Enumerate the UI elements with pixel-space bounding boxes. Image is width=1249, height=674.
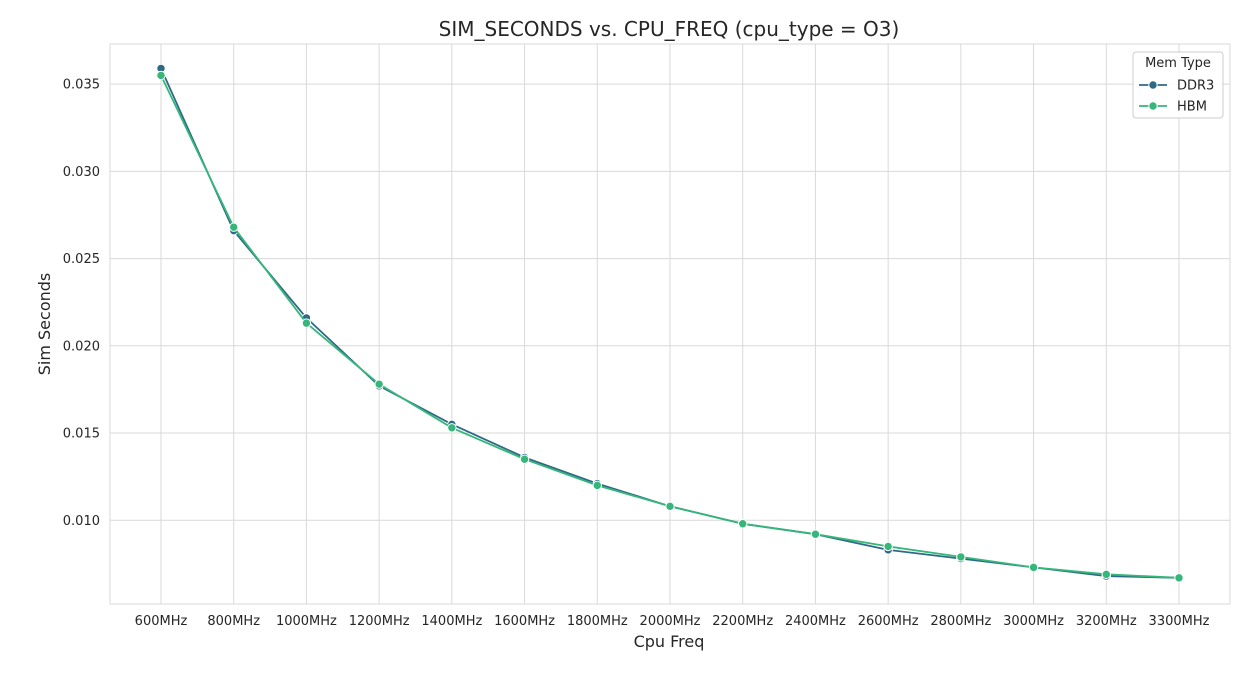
x-tick-label: 2800MHz (930, 614, 991, 629)
data-point-hbm (810, 529, 821, 539)
x-tick-label: 800MHz (207, 614, 260, 629)
x-tick-label: 3200MHz (1076, 614, 1137, 629)
legend-label-ddr3: DDR3 (1177, 79, 1214, 94)
x-tick-label: 3000MHz (1003, 614, 1064, 629)
legend-title: Mem Type (1145, 56, 1211, 71)
data-point-hbm (738, 519, 748, 529)
legend-marker-hbm (1148, 101, 1158, 111)
plot-border (109, 43, 1231, 605)
data-point-hbm (1101, 569, 1111, 580)
data-point-hbm (229, 222, 239, 232)
x-tick-label: 2000MHz (640, 614, 701, 629)
y-tick-label: 0.030 (63, 165, 100, 180)
data-point-hbm (519, 454, 530, 464)
y-tick-label: 0.015 (63, 427, 100, 442)
x-tick-label: 1400MHz (421, 614, 482, 629)
y-tick-label: 0.035 (63, 78, 100, 93)
x-tick-label: 1800MHz (567, 614, 628, 629)
data-point-hbm (1028, 562, 1039, 573)
y-axis-title: Sim Seconds (35, 273, 54, 376)
legend-box (1132, 51, 1224, 119)
x-tick-label: 600MHz (135, 614, 188, 629)
data-point-hbm (592, 480, 602, 491)
x-tick-label: 1600MHz (494, 614, 555, 629)
x-tick-label: 2200MHz (712, 614, 773, 629)
chart-title: SIM_SECONDS vs. CPU_FREQ (cpu_type = O3) (439, 17, 900, 41)
data-point-hbm (374, 379, 384, 389)
data-point-hbm (665, 501, 675, 512)
y-tick-label: 0.025 (63, 252, 100, 267)
x-tick-label: 2400MHz (785, 614, 846, 629)
legend: Mem Type DDR3 HBM (1132, 51, 1224, 119)
data-point-hbm (883, 541, 893, 552)
data-point-hbm (447, 423, 457, 433)
legend-marker-ddr3 (1148, 80, 1158, 90)
x-axis-title: Cpu Freq (634, 632, 705, 651)
data-point-hbm (156, 70, 166, 81)
data-point-hbm (301, 318, 312, 328)
y-tick-label: 0.020 (63, 339, 100, 354)
legend-label-hbm: HBM (1177, 100, 1207, 115)
x-tick-label: 2600MHz (858, 614, 919, 629)
x-tick-label: 1000MHz (276, 614, 337, 629)
y-tick-label: 0.010 (63, 514, 100, 529)
x-tick-label: 3300MHz (1149, 614, 1210, 629)
data-point-hbm (956, 552, 966, 562)
x-tick-label: 1200MHz (349, 614, 410, 629)
data-point-hbm (1174, 573, 1184, 583)
